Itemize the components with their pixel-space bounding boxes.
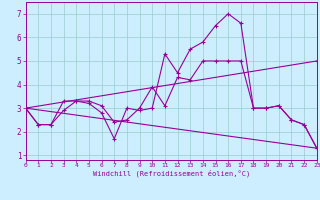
X-axis label: Windchill (Refroidissement éolien,°C): Windchill (Refroidissement éolien,°C): [92, 170, 250, 177]
